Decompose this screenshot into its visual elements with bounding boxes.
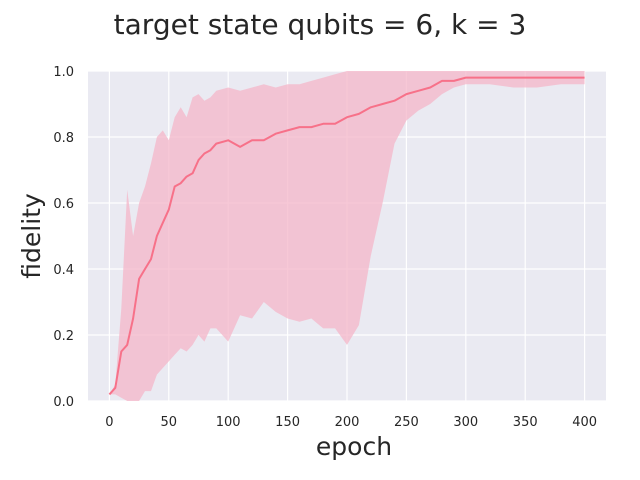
x-tick-labels: 0 50 100 150 200 250 300 350 400 (105, 415, 597, 430)
chart-title: target state qubits = 6, k = 3 (114, 8, 527, 41)
mean-line-layer (108, 76, 585, 396)
x-tick-label: 400 (572, 415, 597, 430)
confidence-band-layer (109, 71, 585, 401)
y-tick-label: 0.8 (53, 131, 74, 146)
x-axis-label: epoch (316, 432, 392, 461)
y-tick-label: 0.0 (53, 395, 74, 410)
x-tick-label: 0 (105, 415, 113, 430)
y-tick-label: 1.0 (53, 65, 74, 80)
x-tick-label: 350 (513, 415, 538, 430)
x-tick-label: 200 (335, 415, 360, 430)
y-tick-label: 0.6 (53, 197, 74, 212)
x-tick-label: 50 (161, 415, 178, 430)
fidelity-mean-line (108, 76, 585, 396)
y-tick-labels: 0.0 0.2 0.4 0.6 0.8 1.0 (53, 65, 74, 410)
x-tick-label: 250 (394, 415, 419, 430)
y-tick-label: 0.4 (53, 263, 74, 278)
x-tick-label: 150 (275, 415, 300, 430)
x-tick-label: 300 (453, 415, 478, 430)
confidence-band (109, 71, 585, 401)
y-axis-label: fidelity (17, 193, 46, 279)
y-tick-label: 0.2 (53, 329, 74, 344)
x-tick-label: 100 (216, 415, 241, 430)
